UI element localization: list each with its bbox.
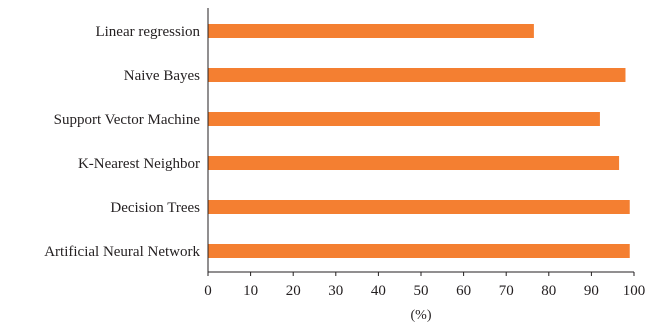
- x-tick-label: 80: [541, 283, 556, 299]
- x-tick-label: 10: [243, 283, 258, 299]
- bar-naive-bayes: [208, 68, 626, 82]
- x-tick-label: 90: [584, 283, 599, 299]
- category-label: K-Nearest Neighbor: [78, 156, 200, 172]
- bars-group: [208, 24, 630, 258]
- category-label: Naive Bayes: [124, 68, 200, 84]
- x-tick-label: 60: [456, 283, 471, 299]
- x-tick-label: 0: [204, 283, 212, 299]
- x-tick-label: 70: [499, 283, 514, 299]
- bar-decision-trees: [208, 200, 630, 214]
- x-tick-label: 100: [623, 283, 646, 299]
- bar-support-vector-machine: [208, 112, 600, 126]
- x-tick-label: 50: [414, 283, 429, 299]
- category-labels: Linear regression Naive Bayes Support Vect…: [44, 24, 200, 260]
- category-label: Decision Trees: [110, 200, 200, 216]
- category-label: Artificial Neural Network: [44, 244, 200, 260]
- x-ticks: 0 10 20 30 40 50 60 70 80 90 100: [204, 272, 645, 299]
- category-label: Linear regression: [95, 24, 200, 40]
- x-tick-label: 30: [328, 283, 343, 299]
- x-tick-label: 40: [371, 283, 386, 299]
- bar-artificial-neural-network: [208, 244, 630, 258]
- category-label: Support Vector Machine: [54, 112, 201, 128]
- bar-k-nearest-neighbor: [208, 156, 620, 170]
- x-axis-label: (%): [411, 308, 432, 323]
- x-tick-label: 20: [286, 283, 301, 299]
- bar-linear-regression: [208, 24, 534, 38]
